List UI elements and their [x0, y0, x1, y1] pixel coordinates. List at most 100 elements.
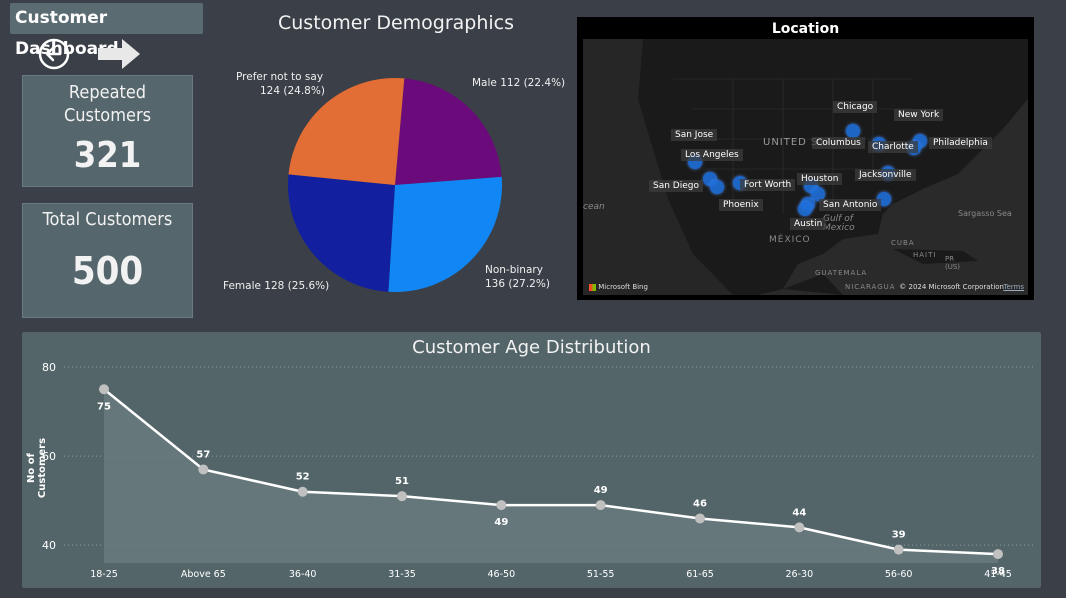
age-x-tick-label: 31-35: [388, 569, 416, 580]
map-land-svg: [583, 39, 1028, 295]
map-label-sargasso: Sargasso Sea: [958, 209, 1012, 218]
map-ocean-pacific: [583, 39, 733, 295]
map-label-gulf: Gulf of Mexico: [823, 214, 855, 233]
age-data-point[interactable]: [496, 500, 507, 511]
city-dot-san-diego[interactable]: [710, 180, 724, 194]
total-customers-card: Total Customers 500: [22, 203, 193, 318]
city-label-austin: Austin: [790, 218, 827, 230]
age-x-tick-label: Above 65: [181, 569, 226, 580]
age-area-fill: [104, 389, 998, 563]
map-label-nicaragua: NICARAGUA: [845, 283, 896, 291]
age-data-label: 46: [693, 498, 707, 509]
repeated-customers-card: Repeated Customers 321: [22, 75, 193, 187]
map-label-us: UNITED S: [763, 137, 819, 148]
city-dot-houston[interactable]: [811, 187, 825, 201]
pie-label-male: Male 112 (22.4%): [472, 77, 566, 89]
map-terms-link[interactable]: Terms: [1003, 283, 1024, 291]
demographics-pie-chart[interactable]: Male 112 (22.4%) Non-binary 136 (27.2%) …: [200, 40, 580, 310]
age-series-line: [103, 388, 999, 556]
age-data-point[interactable]: [297, 486, 308, 497]
city-label-san-jose: San Jose: [671, 129, 718, 141]
city-label-los-angeles: Los Angeles: [681, 149, 743, 161]
city-label-san-antonio: San Antonio: [819, 199, 882, 211]
age-data-label: 52: [296, 472, 310, 483]
map-label-cuba: CUBA: [891, 239, 915, 247]
age-data-point[interactable]: [993, 549, 1003, 560]
age-data-label: 49: [594, 485, 608, 496]
age-data-label: 39: [892, 530, 906, 541]
age-data-point[interactable]: [893, 544, 904, 555]
city-label-houston: Houston: [797, 173, 843, 185]
bing-logo: Microsoft Bing: [589, 283, 648, 291]
age-x-tick-label: 51-55: [587, 569, 615, 580]
city-label-chicago: Chicago: [833, 101, 878, 113]
pie-label-female: Female 128 (25.6%): [223, 280, 330, 292]
pie-label-nonbinary-value: 136 (27.2%): [485, 278, 550, 290]
age-y-tick-label: 60: [42, 450, 56, 463]
dashboard-title: Customer Dashboard: [10, 3, 203, 59]
age-x-tick-label: 26-30: [786, 569, 814, 580]
pie-slice-prefer-not-to-say[interactable]: [288, 78, 405, 185]
age-chart-title: Customer Age Distribution: [412, 337, 651, 358]
total-customers-label: Total Customers: [42, 209, 173, 230]
city-label-columbus: Columbus: [812, 137, 865, 149]
pie-svg[interactable]: [200, 40, 580, 310]
city-label-philadelphia: Philadelphia: [929, 137, 992, 149]
map-title: Location: [771, 21, 840, 37]
age-data-label: 75: [97, 401, 111, 412]
demographics-title: Customer Demographics: [277, 12, 515, 34]
age-data-point[interactable]: [595, 500, 606, 511]
age-x-tick-label: 41-45: [984, 569, 1012, 580]
age-data-point[interactable]: [794, 522, 805, 533]
map-label-haiti: HAITI: [913, 251, 937, 259]
city-label-phoenix: Phoenix: [719, 199, 763, 211]
age-data-point[interactable]: [397, 491, 407, 502]
age-x-tick-label: 18-25: [90, 569, 118, 580]
pie-slice-non-binary[interactable]: [388, 176, 502, 292]
city-label-charlotte: Charlotte: [868, 141, 918, 153]
map-copyright: © 2024 Microsoft Corporation: [899, 283, 1004, 291]
map-label-ocean: cean: [583, 202, 605, 212]
age-data-label: 38: [991, 566, 1005, 577]
age-y-tick-label: 80: [42, 361, 56, 374]
age-x-tick-label: 36-40: [289, 569, 317, 580]
repeated-customers-label: Repeated Customers: [63, 82, 152, 126]
city-dot-san-antonio[interactable]: [798, 202, 812, 216]
age-data-point[interactable]: [198, 464, 209, 475]
pie-label-prefer-value: 124 (24.8%): [260, 85, 325, 97]
age-y-tick-label: 40: [42, 539, 56, 552]
age-data-label: 57: [196, 449, 210, 460]
city-dot-chicago[interactable]: [846, 124, 860, 138]
total-customers-value: 500: [71, 249, 144, 293]
age-distribution-panel: Customer Age Distribution No of Customer…: [22, 332, 1041, 588]
city-label-san-diego: San Diego: [649, 180, 703, 192]
age-data-label: 51: [395, 476, 409, 487]
location-map-panel: Location UNITED S Gulf of Mexico MÉXICO …: [577, 17, 1034, 300]
pie-slice-male[interactable]: [395, 78, 502, 185]
pie-label-nonbinary-name: Non-binary: [485, 264, 543, 276]
pie-label-prefer-name: Prefer not to say: [236, 71, 324, 83]
location-map[interactable]: UNITED S Gulf of Mexico MÉXICO GUATEMALA…: [583, 39, 1028, 295]
city-label-new-york: New York: [894, 109, 944, 121]
repeated-customers-value: 321: [73, 135, 142, 176]
city-label-jacksonville: Jacksonville: [855, 169, 916, 181]
age-chart-svg[interactable]: 80 60 40 75 18-25 57 Above 65 52 36-40 51 31-35 49 4…: [22, 332, 1041, 588]
city-label-fort-worth: Fort Worth: [740, 179, 796, 191]
age-data-point[interactable]: [99, 384, 109, 395]
map-label-mexico: MÉXICO: [769, 235, 811, 245]
circle-left-arrow-icon: [38, 38, 70, 70]
age-x-tick-label: 56-60: [885, 569, 913, 580]
map-label-pr: PR (US): [945, 255, 961, 271]
right-arrow-icon: [98, 39, 140, 69]
pie-slice-female[interactable]: [288, 174, 395, 292]
map-label-guatemala: GUATEMALA: [815, 269, 868, 277]
age-data-label: 44: [792, 507, 806, 518]
age-data-point[interactable]: [695, 513, 705, 524]
microsoft-logo-icon: [589, 283, 596, 291]
forward-button[interactable]: [98, 39, 140, 69]
age-x-tick-label: 61-65: [686, 569, 714, 580]
age-x-tick-label: 46-50: [488, 569, 516, 580]
age-data-label: 49: [494, 517, 508, 528]
back-button[interactable]: [38, 38, 70, 70]
map-land-mexico-cuba: [783, 249, 978, 295]
